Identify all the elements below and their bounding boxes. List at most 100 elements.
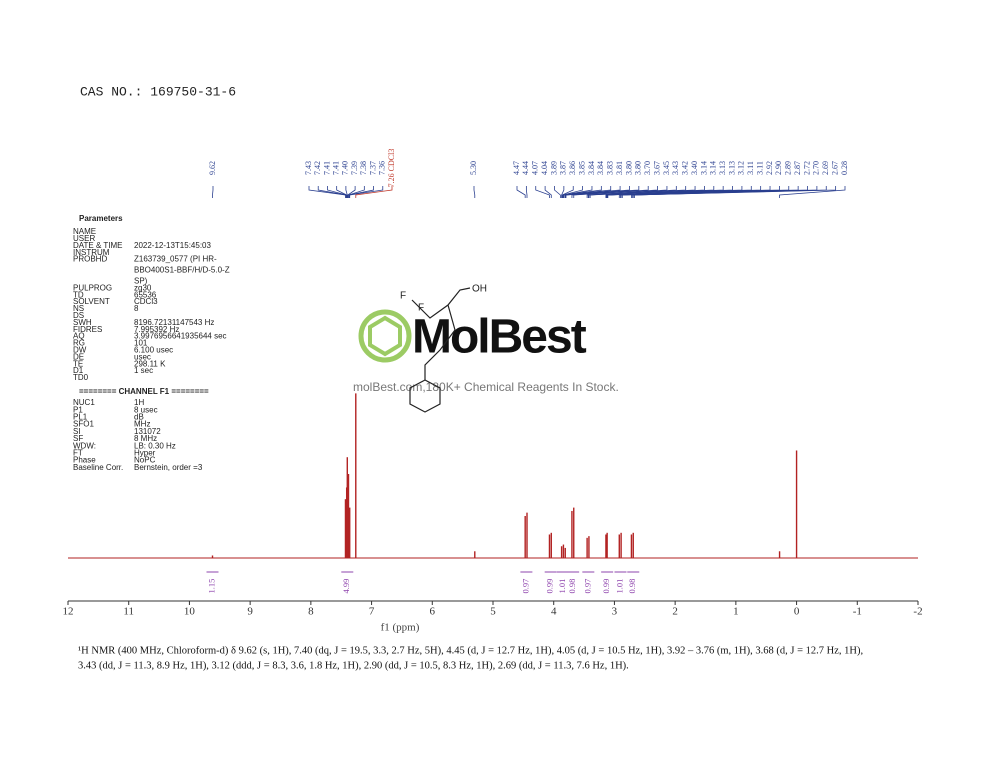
parameter-name: FIDRES <box>73 325 102 334</box>
parameter-name: DE <box>73 352 84 361</box>
peak-label: 7.41 <box>322 161 331 175</box>
peak-label: 3.40 <box>690 161 699 175</box>
peak-label: 3.85 <box>577 161 586 175</box>
peak-label: 2.67 <box>830 161 839 175</box>
peak-label-leader <box>516 186 526 198</box>
x-tick-label: 11 <box>123 606 134 618</box>
caption-line: ¹H NMR (400 MHz, Chloroform-d) δ 9.62 (s… <box>78 645 863 656</box>
peak-label: 3.14 <box>699 161 708 175</box>
parameter-name: PL1 <box>73 413 88 422</box>
parameter-name: D1 <box>73 366 84 375</box>
peak-label-leader <box>473 186 476 198</box>
parameter-name: TD <box>73 290 84 299</box>
parameter-value: LB: 0.30 Hz <box>134 441 176 450</box>
peak-label-leader <box>563 186 602 198</box>
peak-label-leader <box>544 186 552 198</box>
peak-label-leader <box>779 186 846 198</box>
peak-label-leader <box>355 186 393 198</box>
parameter-name: PULPROG <box>73 283 112 292</box>
peak-label-leader <box>561 186 574 198</box>
x-tick-label: 5 <box>490 606 496 618</box>
x-tick-label: 3 <box>612 606 618 618</box>
channel-header: ======== CHANNEL F1 ======== <box>79 387 209 396</box>
watermark-logo <box>358 309 412 363</box>
x-tick-label: 4 <box>551 606 557 618</box>
peak-label: 0.28 <box>840 161 849 175</box>
x-axis-label: f1 (ppm) <box>381 622 420 634</box>
parameter-value: Z163739_0577 (PI HR- <box>134 255 217 264</box>
parameter-value: 1H <box>134 398 144 407</box>
peak-label: 7.41 <box>331 161 340 175</box>
peak-label-leader <box>336 186 348 198</box>
x-tick-label: 1 <box>733 606 739 618</box>
parameter-name: NS <box>73 304 84 313</box>
phenyl-ring <box>409 379 441 413</box>
peak-label-leader <box>308 186 346 198</box>
peak-label: 7.38 <box>359 161 368 175</box>
peak-label: 5.30 <box>469 161 478 175</box>
x-tick-label: -2 <box>913 606 922 618</box>
peak-label-leader <box>348 186 374 198</box>
peak-label: 3.70 <box>643 161 652 175</box>
parameter-value: SP) <box>134 277 148 286</box>
peak-label-leader <box>345 186 348 198</box>
x-tick-label: 0 <box>794 606 800 618</box>
parameter-name: WDW: <box>73 441 96 450</box>
parameter-name: PROBHD <box>73 255 107 264</box>
integral-label: 1.01 <box>614 579 624 594</box>
parameter-name: TE <box>73 359 83 368</box>
parameter-name: RG <box>73 339 85 348</box>
parameter-value: zg30 <box>134 283 152 292</box>
peak-label: 9.62 <box>208 161 217 175</box>
integral-label: 0.97 <box>520 579 530 594</box>
peak-label: 3.45 <box>662 161 671 175</box>
parameter-value: 131072 <box>134 427 161 436</box>
integral-label: 0.98 <box>567 579 577 594</box>
x-tick-label: 6 <box>430 606 436 618</box>
integral-label: 1.01 <box>557 579 567 594</box>
parameter-value: 6.100 usec <box>134 346 173 355</box>
peak-label-leader <box>349 186 384 198</box>
peak-label-leader <box>317 186 347 198</box>
peak-label: 3.11 <box>755 161 764 175</box>
parameter-name: NUC1 <box>73 398 95 407</box>
x-tick-label: 7 <box>369 606 375 618</box>
integral-label: 0.98 <box>627 579 637 594</box>
atom-label: F <box>418 303 424 314</box>
integral-label: 0.99 <box>545 579 555 594</box>
parameter-name: Phase <box>73 456 96 465</box>
parameter-name: DATE & TIME <box>73 241 123 250</box>
parameter-value: usec <box>134 352 151 361</box>
integral-label: 0.99 <box>601 579 611 594</box>
parameter-name: AQ <box>73 332 85 341</box>
caption-line: 3.43 (dd, J = 11.3, 8.9 Hz, 1H), 3.12 (d… <box>78 660 629 671</box>
parameter-value: 1 sec <box>134 366 153 375</box>
peak-label: 4.44 <box>521 161 530 175</box>
peak-label: 7.37 <box>368 161 377 175</box>
parameters-title: Parameters <box>79 214 123 223</box>
parameter-value: 3.9976956641935644 sec <box>134 332 227 341</box>
peak-label: 3.84 <box>596 161 605 175</box>
watermark-brand: MolBest <box>412 311 587 364</box>
parameter-name: SF <box>73 434 83 443</box>
atom-label: F <box>400 291 406 302</box>
peak-label-leader <box>561 186 565 198</box>
parameter-name: DW <box>73 346 87 355</box>
peak-label: 3.43 <box>671 161 680 175</box>
peak-label: 4.04 <box>540 161 549 175</box>
peak-label-leader <box>347 186 356 198</box>
peak-label: 3.12 <box>737 161 746 175</box>
x-tick-label: 10 <box>184 606 196 618</box>
integral-label: 4.99 <box>341 579 351 594</box>
logo-hexagon <box>368 315 402 357</box>
parameter-name: SOLVENT <box>73 297 110 306</box>
peak-label: 3.80 <box>624 161 633 175</box>
peak-label: 3.89 <box>549 161 558 175</box>
peak-label: 3.86 <box>568 161 577 175</box>
peak-label: 3.13 <box>718 161 727 175</box>
bond <box>424 304 456 380</box>
parameter-value: NoPC <box>134 456 156 465</box>
molecule <box>409 287 471 413</box>
peak-label-leader <box>563 186 612 198</box>
